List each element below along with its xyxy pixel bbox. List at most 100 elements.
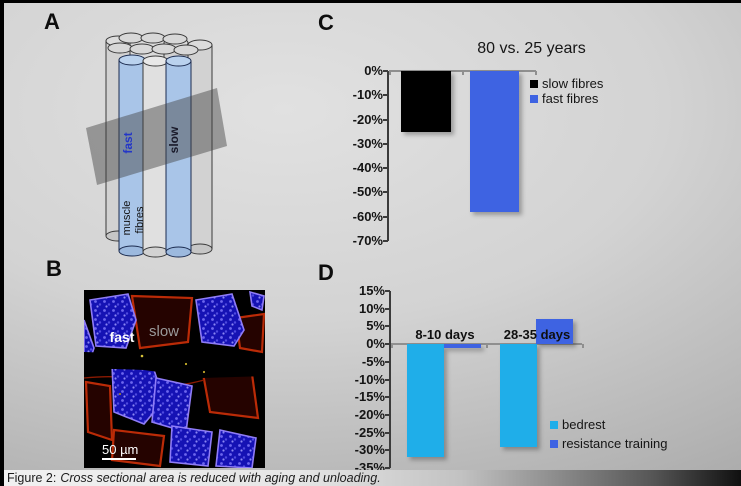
y-tick-label: 5% xyxy=(366,318,385,334)
y-tick-mark xyxy=(383,167,388,170)
legend-item: slow fibres xyxy=(530,76,603,91)
panel-c-letter: C xyxy=(318,10,334,35)
y-tick-label: -15% xyxy=(354,389,385,405)
y-tick-mark xyxy=(383,215,388,218)
caption-prefix: Figure 2: xyxy=(7,471,57,485)
legend-swatch xyxy=(530,79,538,88)
muscle-fibre-diagram: fast slow muscle fibres xyxy=(86,32,227,258)
fast-overlay-label: fast xyxy=(110,329,135,345)
category-tick xyxy=(389,71,391,75)
y-tick-label: -50% xyxy=(352,184,383,200)
legend-label: bedrest xyxy=(562,417,606,432)
fast-fibre-cells xyxy=(84,290,265,468)
y-tick-mark xyxy=(383,70,388,72)
x-axis xyxy=(391,343,582,346)
chart-c-legend: slow fibres fast fibres xyxy=(530,76,603,106)
category-label: 28-35 days xyxy=(503,327,571,343)
cross-section-plane xyxy=(86,88,227,185)
y-tick-mark xyxy=(385,467,390,469)
slow-fibre-cells xyxy=(84,294,265,468)
y-tick-label: 0% xyxy=(364,63,383,78)
bar xyxy=(407,344,444,458)
y-tick-mark xyxy=(385,307,390,310)
legend-label: slow fibres xyxy=(542,76,604,91)
y-tick-mark xyxy=(385,325,390,328)
bar xyxy=(536,319,573,345)
chart-c-title: 80 vs. 25 years xyxy=(477,40,586,57)
figure-caption: Figure 2: Cross sectional area is reduce… xyxy=(4,470,741,486)
y-tick-mark xyxy=(385,413,390,416)
panel-d-letter: D xyxy=(318,260,334,285)
slide-background: A B C D xyxy=(4,3,741,486)
legend-label: resistance training xyxy=(562,436,668,451)
caption-text: Cross sectional area is reduced with agi… xyxy=(60,471,381,485)
y-tick-mark xyxy=(383,94,388,97)
legend-swatch xyxy=(550,439,558,448)
y-axis xyxy=(387,71,389,241)
scale-bar-label: 50 µm xyxy=(102,442,138,457)
bar xyxy=(444,344,481,348)
y-tick-label: 0% xyxy=(366,336,385,352)
interstitial-band xyxy=(84,352,265,378)
y-tick-mark xyxy=(383,142,388,145)
bundle-top-ellipses xyxy=(107,32,199,56)
y-tick-label: -10% xyxy=(352,87,383,103)
y-tick-label: -5% xyxy=(361,353,385,369)
y-tick-label: -60% xyxy=(352,208,383,224)
legend-item: fast fibres xyxy=(530,91,603,106)
y-tick-label: -40% xyxy=(352,160,383,176)
y-tick-mark xyxy=(385,378,390,381)
bundle-label-line1: muscle xyxy=(121,201,133,236)
panel-a-letter: A xyxy=(44,9,60,34)
slow-fibre-cylinder xyxy=(165,55,192,258)
y-tick-label: -20% xyxy=(352,111,383,127)
chart-unloading: 15% 10% 5% 0% -5% -10% -15% -20% -25% -30% -35% 8-1… xyxy=(324,261,704,483)
category-tick xyxy=(391,344,393,349)
bundle-label-line2: fibres xyxy=(134,206,146,233)
category-tick xyxy=(462,71,464,75)
x-axis xyxy=(389,70,536,72)
y-tick-label: 15% xyxy=(358,283,385,298)
y-tick-label: -10% xyxy=(354,371,385,387)
y-tick-mark xyxy=(385,449,390,452)
y-tick-mark xyxy=(383,191,388,194)
fast-fibre-cylinder xyxy=(118,54,146,257)
panel-b-letter: B xyxy=(46,256,62,281)
y-tick-label: 10% xyxy=(358,300,385,316)
category-tick xyxy=(486,344,488,349)
category-tick xyxy=(535,71,537,75)
y-axis xyxy=(389,291,391,468)
bar xyxy=(500,344,537,447)
y-tick-mark xyxy=(385,431,390,434)
legend-label: fast fibres xyxy=(542,91,599,106)
legend-item: bedrest xyxy=(550,415,668,434)
y-tick-mark xyxy=(383,118,388,121)
legend-swatch xyxy=(530,94,538,103)
category-tick xyxy=(582,344,584,349)
legend-item: resistance training xyxy=(550,434,668,453)
y-tick-label: -20% xyxy=(354,406,385,422)
y-tick-mark xyxy=(383,240,388,242)
chart-d-legend: bedrest resistance training xyxy=(550,415,668,453)
legend-swatch xyxy=(550,420,558,429)
bar xyxy=(470,71,519,212)
y-tick-label: -30% xyxy=(352,135,383,151)
y-tick-mark xyxy=(385,360,390,363)
category-label: 8-10 days xyxy=(415,327,475,343)
chart-aging: 80 vs. 25 years 0% -10% -20% -30% -40% -50% -6… xyxy=(324,13,669,258)
bar xyxy=(401,71,451,132)
micrograph-image: fast slow 50 µm xyxy=(84,290,265,468)
y-tick-label: -25% xyxy=(354,424,385,440)
slow-fibre-label: slow xyxy=(167,126,181,153)
y-tick-mark xyxy=(385,396,390,399)
slow-overlay-label: slow xyxy=(149,323,179,340)
y-tick-mark xyxy=(385,290,390,292)
y-tick-mark xyxy=(385,343,390,346)
chart-c-plot-area: 0% -10% -20% -30% -40% -50% -60% -70% xyxy=(324,13,669,258)
y-tick-label: -70% xyxy=(352,233,383,248)
y-tick-label: -30% xyxy=(354,442,385,458)
yellow-specks xyxy=(119,354,206,395)
chart-d-plot-area: 15% 10% 5% 0% -5% -10% -15% -20% -25% -30% -35% 8-1… xyxy=(324,261,704,483)
fast-fibre-label: fast xyxy=(121,132,135,153)
